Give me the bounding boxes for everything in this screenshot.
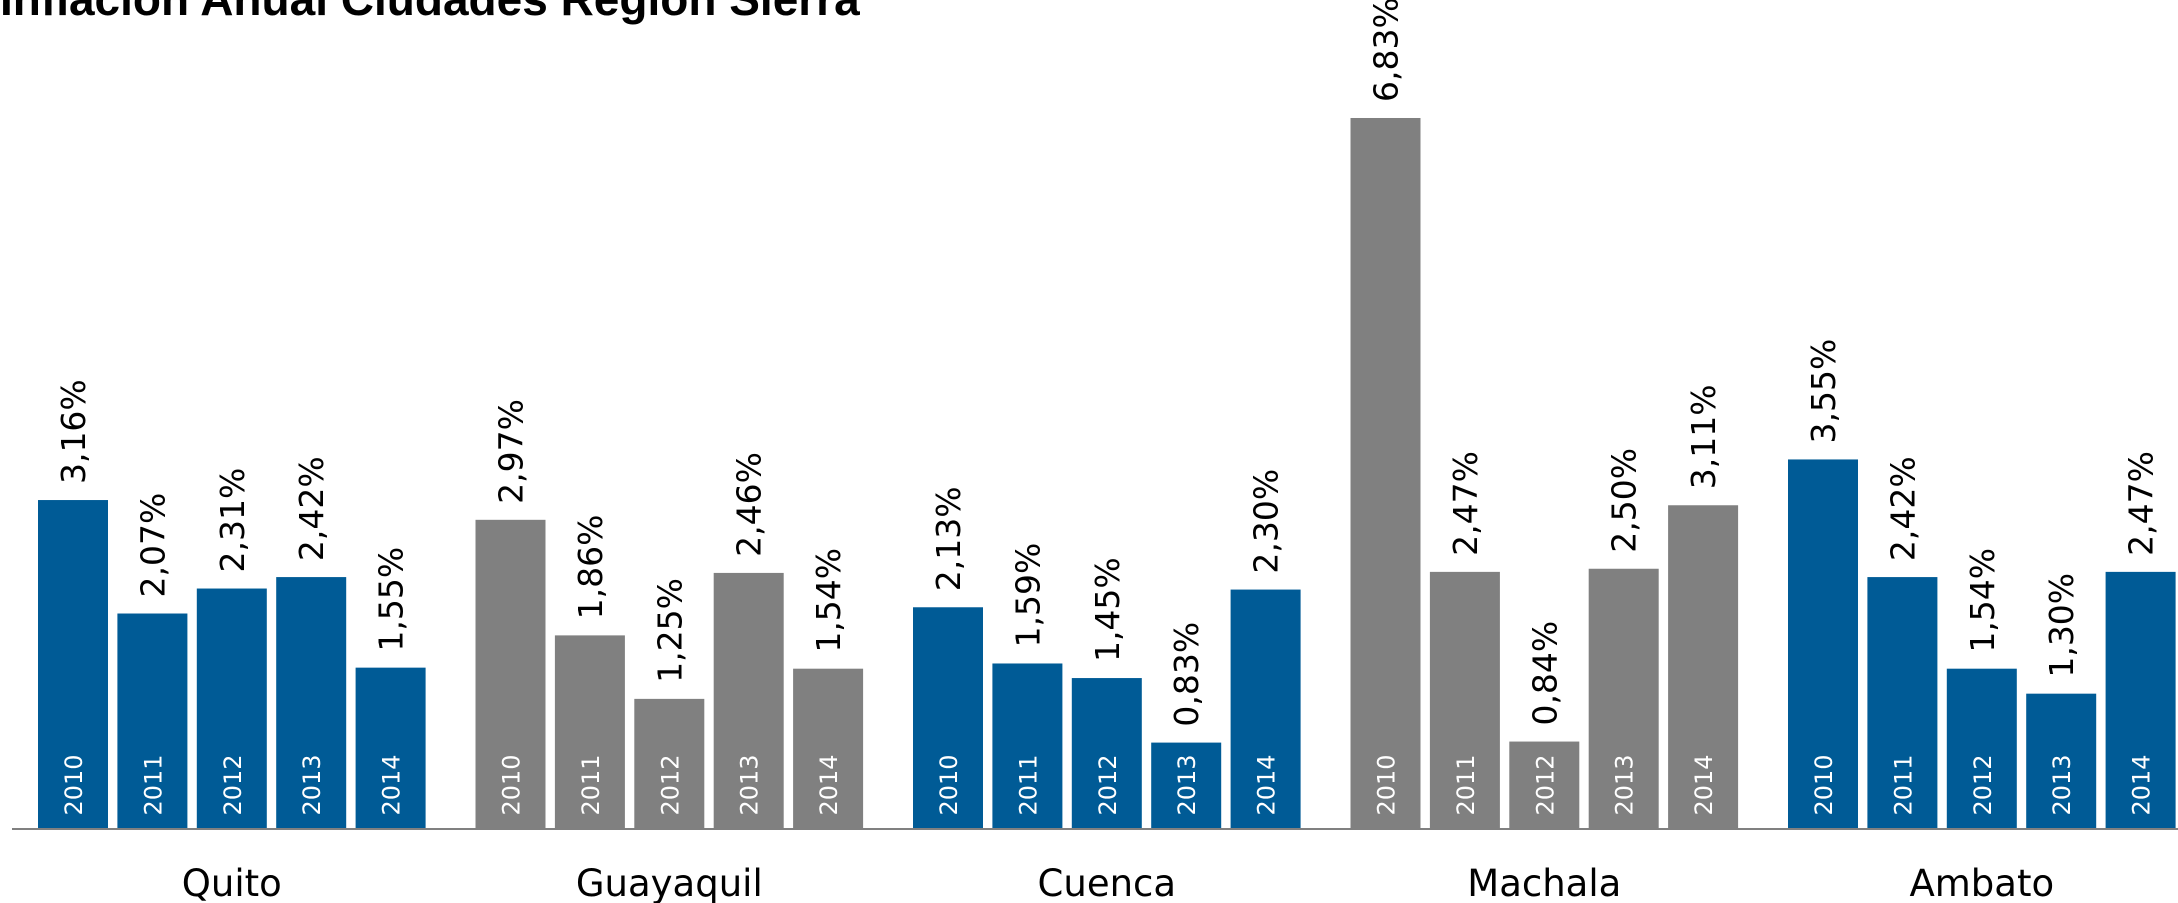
bar-guayaquil-2010	[475, 519, 546, 829]
bar-year-label: 2014	[1253, 754, 1281, 815]
bar-quito-2013	[276, 577, 347, 829]
bar-year-label: 2010	[498, 754, 526, 815]
bar-cuenca-2013	[1151, 742, 1222, 829]
bar-year-label: 2013	[1611, 754, 1639, 815]
category-label-cuenca: Cuenca	[1038, 862, 1177, 903]
data-label: 1,54%	[809, 548, 848, 653]
bar-guayaquil-2013	[713, 572, 784, 829]
category-label-quito: Quito	[182, 862, 282, 903]
bar-ambato-2013	[2026, 693, 2097, 829]
bar-year-label: 2012	[1969, 754, 1997, 815]
bar-year-label: 2013	[298, 754, 326, 815]
bar-year-label: 2011	[1889, 754, 1917, 815]
bar-machala-2012	[1509, 741, 1580, 829]
bar-year-label: 2010	[60, 754, 88, 815]
bar-year-label: 2011	[1014, 754, 1042, 815]
bar-machala-2011	[1429, 571, 1500, 829]
bar-year-label: 2013	[2048, 754, 2076, 815]
data-label: 3,55%	[1804, 339, 1843, 444]
category-label-guayaquil: Guayaquil	[576, 862, 763, 903]
data-label: 2,13%	[929, 486, 968, 591]
data-label: 3,16%	[54, 379, 93, 484]
bar-year-label: 2014	[2128, 754, 2156, 815]
bar-cuenca-2011	[992, 663, 1063, 829]
bar-year-label: 2012	[1094, 754, 1122, 815]
data-label: 2,42%	[1883, 456, 1922, 561]
bar-year-label: 2014	[378, 754, 406, 815]
bar-year-label: 2011	[577, 754, 605, 815]
bar-year-label: 2012	[1531, 754, 1559, 815]
bar-cuenca-2014	[1230, 589, 1301, 829]
bar-year-label: 2010	[935, 754, 963, 815]
bar-year-label: 2010	[1810, 754, 1838, 815]
bar-year-label: 2014	[815, 754, 843, 815]
bar-year-label: 2010	[1373, 754, 1401, 815]
bar-year-label: 2011	[139, 754, 167, 815]
data-label: 2,97%	[492, 399, 531, 504]
data-label: 2,42%	[292, 456, 331, 561]
data-label: 2,47%	[1446, 451, 1485, 556]
bar-year-label: 2013	[736, 754, 764, 815]
data-label: 1,25%	[650, 578, 689, 683]
data-label: 2,47%	[2122, 451, 2161, 556]
data-label: 0,83%	[1167, 622, 1206, 727]
data-label: 1,45%	[1088, 557, 1127, 662]
bar-year-label: 2014	[1690, 754, 1718, 815]
data-label: 0,84%	[1525, 621, 1564, 726]
bar-ambato-2011	[1867, 577, 1938, 829]
data-label: 2,46%	[730, 452, 769, 557]
bar-ambato-2012	[1946, 668, 2017, 829]
data-label: 2,07%	[133, 493, 172, 598]
bar-year-label: 2012	[219, 754, 247, 815]
data-label: 1,59%	[1008, 543, 1047, 648]
category-label-ambato: Ambato	[1909, 862, 2054, 903]
bar-year-label: 2011	[1452, 754, 1480, 815]
bar-quito-2012	[196, 588, 267, 829]
data-label: 1,55%	[372, 547, 411, 652]
chart-title: Inflación Anual Ciudades Región Sierra	[0, 0, 860, 26]
data-label: 1,30%	[2042, 573, 2081, 678]
bar-machala-2014	[1668, 505, 1739, 829]
data-label: 2,31%	[213, 468, 252, 573]
bar-year-label: 2012	[656, 754, 684, 815]
data-label: 2,50%	[1605, 448, 1644, 553]
bar-year-label: 2013	[1173, 754, 1201, 815]
data-label: 1,54%	[1963, 548, 2002, 653]
bar-quito-2014	[355, 667, 426, 829]
bar-guayaquil-2014	[793, 668, 864, 829]
bar-guayaquil-2011	[554, 635, 625, 829]
bar-machala-2013	[1588, 568, 1659, 829]
bar-machala-2010	[1350, 117, 1421, 829]
bar-cuenca-2012	[1071, 678, 1142, 829]
bar-ambato-2014	[2105, 571, 2176, 829]
bar-ambato-2010	[1788, 459, 1858, 829]
bar-quito-2011	[117, 613, 188, 829]
category-label-machala: Machala	[1467, 862, 1621, 903]
data-label: 3,11%	[1684, 384, 1723, 489]
bar-cuenca-2010	[913, 607, 983, 829]
data-label: 1,86%	[571, 515, 610, 620]
data-label: 2,30%	[1247, 469, 1286, 574]
bar-guayaquil-2012	[634, 698, 705, 829]
bar-quito-2010	[38, 500, 108, 829]
data-label: 6,83%	[1367, 0, 1406, 102]
